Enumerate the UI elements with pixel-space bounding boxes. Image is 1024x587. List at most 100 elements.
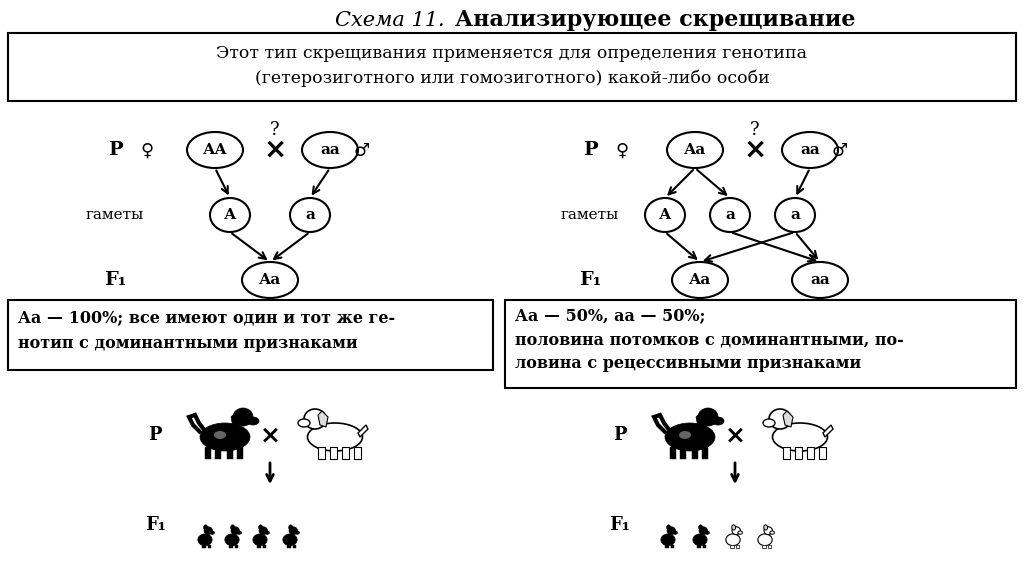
Ellipse shape [298,419,310,427]
Ellipse shape [712,417,724,425]
Ellipse shape [693,534,708,546]
Text: ?: ? [270,121,280,139]
Text: Аа: Аа [259,273,282,287]
Ellipse shape [304,409,326,429]
Text: А: А [224,208,237,222]
Text: а: а [725,208,735,222]
Polygon shape [697,545,700,548]
Ellipse shape [667,132,723,168]
Ellipse shape [770,531,774,534]
Polygon shape [262,545,266,548]
Ellipse shape [210,531,214,534]
Text: ♀: ♀ [140,142,154,160]
Text: ♂: ♂ [354,142,370,160]
Ellipse shape [198,534,212,546]
Polygon shape [257,545,261,548]
Text: Схема 11.: Схема 11. [335,11,444,29]
Text: аа: аа [810,273,829,287]
Polygon shape [768,545,771,548]
Text: ×: × [263,136,287,164]
Polygon shape [234,545,238,548]
Polygon shape [823,425,833,437]
Polygon shape [702,545,706,548]
Polygon shape [354,447,361,459]
Text: Этот тип скрещивания применяется для определения генотипа: Этот тип скрещивания применяется для опр… [216,46,808,62]
Text: ♂: ♂ [831,142,848,160]
Polygon shape [795,447,802,459]
Text: а: а [305,208,315,222]
Ellipse shape [233,408,253,426]
Text: (гетерозиготного или гомозиготного) какой-либо особи: (гетерозиготного или гомозиготного) како… [255,69,769,87]
Polygon shape [318,447,325,459]
Text: Аа: Аа [689,273,711,287]
Ellipse shape [665,423,715,451]
Ellipse shape [726,534,740,546]
Ellipse shape [732,527,740,535]
Text: F₁: F₁ [144,516,165,534]
Text: аа: аа [321,143,340,157]
Text: F₁: F₁ [103,271,126,289]
FancyBboxPatch shape [505,300,1016,388]
Ellipse shape [242,262,298,298]
Ellipse shape [645,198,685,232]
Polygon shape [215,447,221,459]
Ellipse shape [253,534,267,546]
Ellipse shape [204,527,212,535]
Text: ♀: ♀ [615,142,629,160]
Ellipse shape [769,409,791,429]
Ellipse shape [295,531,299,534]
Text: P: P [108,141,122,159]
Text: А: А [658,208,671,222]
Ellipse shape [772,423,827,451]
FancyBboxPatch shape [8,33,1016,101]
Ellipse shape [237,531,242,534]
Polygon shape [670,447,676,459]
Text: гаметы: гаметы [561,208,620,222]
Polygon shape [205,447,211,459]
Ellipse shape [792,262,848,298]
Ellipse shape [710,198,750,232]
Polygon shape [763,545,766,548]
Text: аа: аа [800,143,820,157]
Ellipse shape [782,132,838,168]
Ellipse shape [230,525,234,530]
Text: ловина с рецессивными признаками: ловина с рецессивными признаками [515,356,861,373]
Polygon shape [318,411,328,427]
Polygon shape [203,545,206,548]
FancyBboxPatch shape [8,300,493,370]
Ellipse shape [187,132,243,168]
Ellipse shape [732,525,735,530]
Ellipse shape [705,531,710,534]
Ellipse shape [764,527,772,535]
Text: ×: × [259,423,281,447]
Text: АА: АА [203,143,227,157]
Ellipse shape [265,531,269,534]
Polygon shape [783,411,793,427]
Ellipse shape [673,531,678,534]
Text: нотип с доминантными признаками: нотип с доминантными признаками [18,336,357,353]
Ellipse shape [225,534,240,546]
Text: Аа — 100%; все имеют один и тот же ге-: Аа — 100%; все имеют один и тот же ге- [18,309,395,326]
Polygon shape [666,545,669,548]
Polygon shape [783,447,790,459]
Polygon shape [671,545,674,548]
Text: ×: × [743,136,767,164]
Polygon shape [231,411,241,427]
Polygon shape [696,411,706,427]
Ellipse shape [231,527,240,535]
Text: Анализирующее скрещивание: Анализирующее скрещивание [455,9,855,31]
Polygon shape [227,447,233,459]
Ellipse shape [289,525,293,530]
Polygon shape [730,545,733,548]
Polygon shape [680,447,686,459]
Polygon shape [735,545,739,548]
Ellipse shape [660,534,675,546]
Text: ×: × [725,423,745,447]
Ellipse shape [289,527,298,535]
Polygon shape [330,447,337,459]
Polygon shape [342,447,349,459]
Ellipse shape [210,198,250,232]
Text: P: P [583,141,597,159]
Ellipse shape [214,431,226,439]
Ellipse shape [667,525,671,530]
